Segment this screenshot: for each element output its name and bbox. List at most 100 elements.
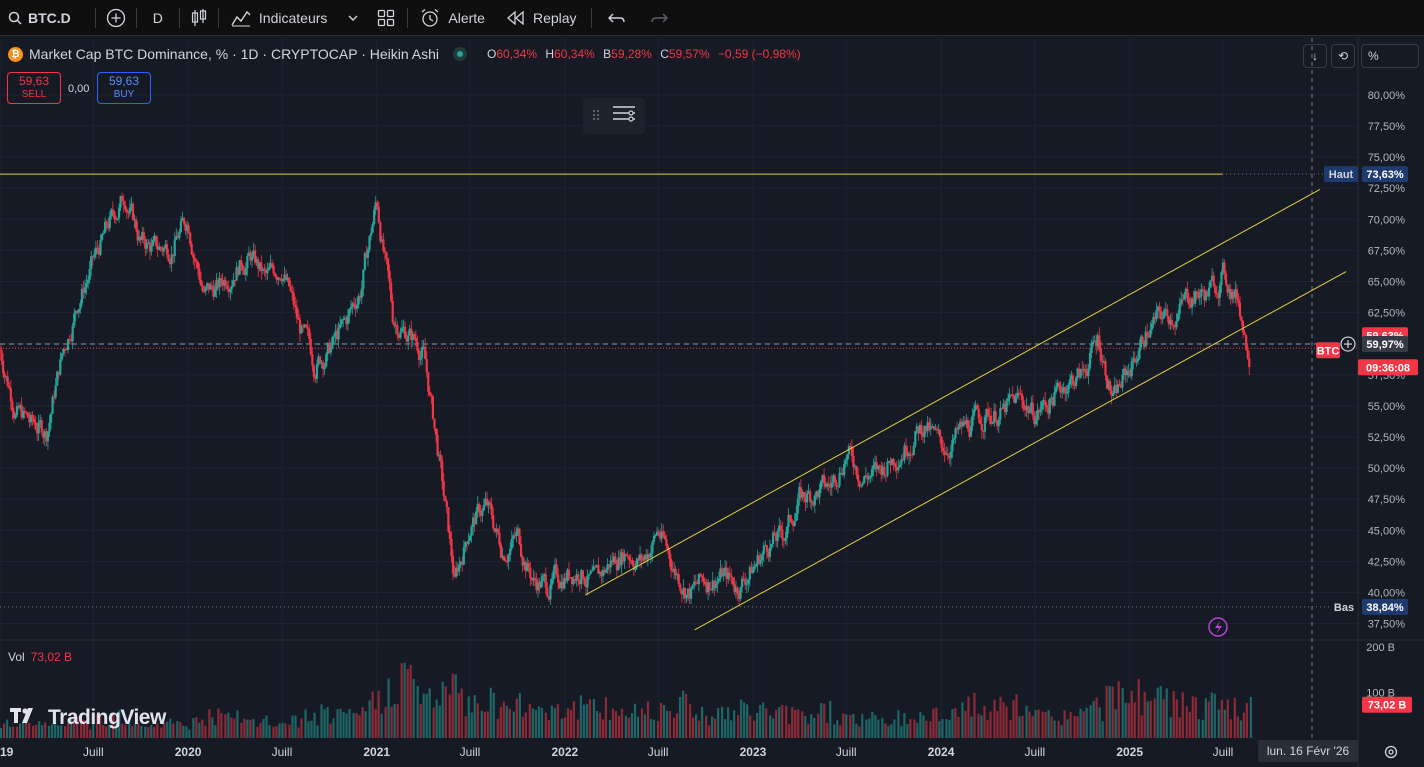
volume-bar [845, 714, 848, 738]
volume-bar [569, 709, 572, 738]
layouts-button[interactable] [365, 0, 407, 36]
candle-body [557, 574, 560, 583]
volume-bar [336, 709, 339, 738]
candle-body [523, 561, 526, 566]
volume-bar [1101, 721, 1104, 738]
candle-body [1150, 323, 1153, 330]
buy-button[interactable]: 59,63 BUY [97, 72, 151, 104]
candle-body [448, 531, 452, 539]
volume-bar [849, 715, 852, 738]
sell-button[interactable]: 59,63 SELL [7, 72, 61, 104]
volume-bar [220, 713, 223, 738]
candle-body [1180, 299, 1183, 304]
candle-body [356, 304, 359, 309]
candle-body [1243, 332, 1246, 335]
chart-area[interactable] [0, 38, 1424, 767]
candle-body [15, 405, 19, 416]
symbol-search[interactable]: BTC.D [0, 0, 81, 36]
candle-body [836, 485, 840, 487]
candle-body [25, 412, 28, 414]
candle-body [1135, 361, 1138, 363]
candle-body [1003, 403, 1007, 413]
candle-body [104, 221, 107, 233]
object-tree-icon[interactable] [611, 104, 637, 129]
candle-body [43, 431, 46, 438]
volume-bar [400, 663, 403, 738]
candle-body [1107, 381, 1110, 389]
market-status-icon[interactable] [453, 47, 468, 61]
redo-icon [650, 11, 668, 25]
drag-handle-icon[interactable]: ⠿ [591, 107, 602, 124]
chart-type-button[interactable] [180, 0, 218, 36]
candle-body [314, 376, 317, 379]
candle-body [144, 239, 147, 249]
candle-body [833, 475, 836, 483]
date-badge[interactable]: lun. 16 Févr '26 [1258, 740, 1358, 762]
volume-bar [839, 725, 842, 738]
price-tick-label: 40,00% [1368, 587, 1406, 599]
candle-body [1044, 400, 1047, 406]
time-tick-label: Juill [836, 745, 857, 759]
candle-body [91, 256, 94, 258]
gear-icon[interactable] [1383, 744, 1399, 760]
scale-unit-field[interactable]: % [1361, 44, 1419, 68]
candle-body [447, 507, 450, 532]
candle-body [1224, 274, 1228, 285]
volume-bar [528, 703, 531, 738]
candle-body [813, 495, 816, 506]
indicators-button[interactable]: Indicateurs [219, 0, 337, 36]
candle-body [1034, 419, 1037, 425]
candle-body [145, 243, 148, 249]
volume-bar [281, 722, 284, 738]
interval-button[interactable]: D [137, 0, 179, 36]
candle-body [1177, 313, 1180, 321]
toolbar-divider [407, 7, 409, 28]
indicators-dropdown[interactable] [337, 0, 365, 36]
candle-body [1212, 275, 1215, 287]
candle-body [1022, 400, 1025, 410]
replay-button[interactable]: Replay [495, 0, 587, 36]
candle-body [569, 576, 572, 578]
candle-body [399, 331, 402, 338]
volume-bar [842, 713, 845, 738]
volume-bar [595, 710, 599, 738]
volume-bar [1057, 720, 1060, 738]
chart-title[interactable]: Market Cap BTC Dominance, % · 1D · CRYPT… [29, 46, 440, 62]
volume-bar [531, 708, 534, 738]
candle-body [691, 585, 694, 589]
candle-body [566, 569, 569, 581]
candle-body [1000, 408, 1003, 410]
candle-body [770, 543, 773, 548]
candle-body [935, 428, 939, 431]
time-tick-label: 2024 [928, 745, 955, 759]
volume-bar [371, 691, 374, 738]
volume-bar [778, 707, 781, 738]
candle-body [39, 420, 42, 423]
volume-bar [775, 709, 778, 738]
alert-button[interactable]: Alerte [408, 0, 495, 36]
buy-price: 59,63 [108, 74, 140, 88]
candle-body [911, 454, 914, 456]
candle-body [312, 365, 315, 377]
candle-body [354, 304, 357, 309]
auto-scale-button[interactable]: ⟲ [1331, 44, 1355, 68]
redo-button[interactable] [638, 0, 680, 36]
candle-body [1204, 291, 1208, 301]
candle-body [900, 459, 903, 465]
undo-button[interactable] [592, 0, 638, 36]
floating-toolbar[interactable]: ⠿ [583, 98, 645, 134]
compare-symbol-button[interactable] [96, 0, 136, 36]
volume-bar [769, 715, 772, 738]
candle-body [1011, 394, 1014, 396]
candle-body [606, 564, 609, 571]
candle-body [1082, 368, 1085, 371]
volume-bar [1015, 694, 1018, 738]
scroll-to-latest-button[interactable]: ↓ [1303, 44, 1327, 68]
candle-body [295, 307, 298, 318]
tradingview-logo[interactable]: TradingView [10, 705, 166, 731]
high-value: 60,34% [554, 47, 595, 61]
candle-body [368, 235, 371, 250]
volume-bar [871, 711, 874, 738]
volume-bar [505, 705, 508, 738]
